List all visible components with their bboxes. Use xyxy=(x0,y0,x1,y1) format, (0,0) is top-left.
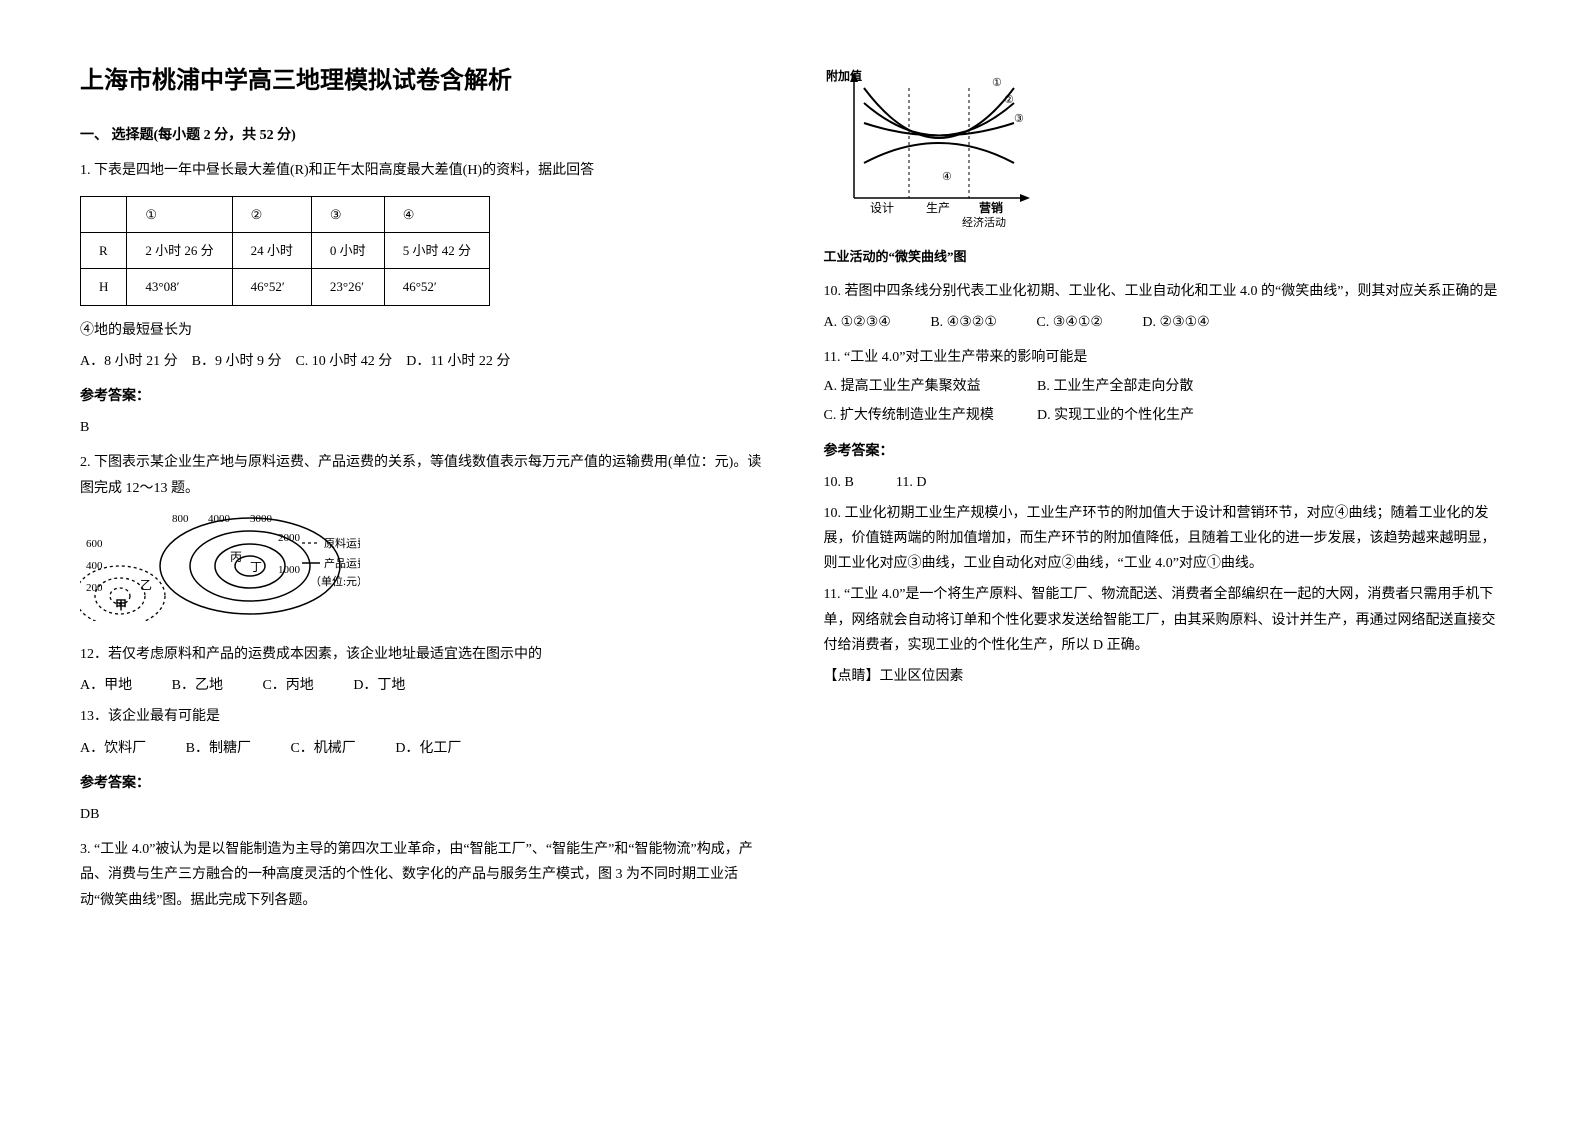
legend-unit: （单位:元） xyxy=(310,574,360,588)
tick-top: 4000 xyxy=(208,513,231,525)
curve-1: ① xyxy=(992,77,1002,89)
x-market: 营销 xyxy=(979,200,1003,215)
q1-options: A．8 小时 21 分 B．9 小时 9 分 C. 10 小时 42 分 D．1… xyxy=(80,349,764,374)
tick-right: 1000 xyxy=(278,564,301,576)
cell: 5 小时 42 分 xyxy=(384,232,489,268)
cell: 24 小时 xyxy=(232,232,311,268)
point-note: 【点睛】工业区位因素 xyxy=(824,664,1508,689)
q1-stem: 1. 下表是四地一年中昼长最大差值(R)和正午太阳高度最大差值(H)的资料，据此… xyxy=(80,158,764,183)
opt: C. ③④①② xyxy=(1036,310,1103,335)
tick-top: 3000 xyxy=(250,513,273,525)
opt: C．丙地 xyxy=(262,673,313,698)
q1-sub: ④地的最短昼长为 xyxy=(80,318,764,343)
cell: 46°52′ xyxy=(232,269,311,305)
opt: B. ④③②① xyxy=(930,310,997,335)
opt: D. 实现工业的个性化生产 xyxy=(1037,408,1194,423)
q11-row2: C. 扩大传统制造业生产规模 D. 实现工业的个性化生产 xyxy=(824,403,1508,428)
opt: B．制糖厂 xyxy=(186,736,251,761)
cell: 0 小时 xyxy=(311,232,384,268)
q2-answer: DB xyxy=(80,802,764,827)
x-produce: 生产 xyxy=(926,201,950,215)
question-3: 3. “工业 4.0”被认为是以智能制造为主导的第四次工业革命，由“智能工厂”、… xyxy=(80,837,764,913)
opt: B. 工业生产全部走向分散 xyxy=(1037,379,1193,394)
opt: D．化工厂 xyxy=(395,736,461,761)
question-1: 1. 下表是四地一年中昼长最大差值(R)和正午太阳高度最大差值(H)的资料，据此… xyxy=(80,158,764,440)
opt: A．甲地 xyxy=(80,673,132,698)
explanation-10: 10. 工业化初期工业生产规模小，工业生产环节的附加值大于设计和营销环节，对应④… xyxy=(824,501,1508,577)
smile-curve-chart: ① ② ③ ④ 附加值 设计 生产 营销 经济活动 xyxy=(824,68,1034,228)
curve-4: ④ xyxy=(942,171,952,183)
cell: ④ xyxy=(384,196,489,232)
opt: A. ①②③④ xyxy=(824,310,891,335)
cell: 2 小时 26 分 xyxy=(127,232,232,268)
q2-sub12: 12．若仅考虑原料和产品的运费成本因素，该企业地址最适宜选在图示中的 xyxy=(80,642,764,667)
q2-contour-chart: 600 400 200 800 4000 3000 2000 1000 甲 乙 … xyxy=(80,511,360,621)
q11-stem: 11. “工业 4.0”对工业生产带来的影响可能是 xyxy=(824,345,1508,370)
left-column: 上海市桃浦中学高三地理模拟试卷含解析 一、 选择题(每小题 2 分，共 52 分… xyxy=(80,60,764,1062)
cell: ② xyxy=(232,196,311,232)
page-title: 上海市桃浦中学高三地理模拟试卷含解析 xyxy=(80,60,764,103)
question-11: 11. “工业 4.0”对工业生产带来的影响可能是 A. 提高工业生产集聚效益 … xyxy=(824,345,1508,429)
table-row: H 43°08′ 46°52′ 23°26′ 46°52′ xyxy=(81,269,490,305)
point-ding: 丁 xyxy=(250,560,262,574)
cell: R xyxy=(81,232,127,268)
answer-label: 参考答案： xyxy=(80,771,764,796)
curve-3: ③ xyxy=(1014,113,1024,125)
cell: 46°52′ xyxy=(384,269,489,305)
opt: D. ②③①④ xyxy=(1142,310,1209,335)
section-1-title: 一、 选择题(每小题 2 分，共 52 分) xyxy=(80,123,764,148)
q1-table: ① ② ③ ④ R 2 小时 26 分 24 小时 0 小时 5 小时 42 分… xyxy=(80,196,490,306)
point-yi: 乙 xyxy=(140,578,152,592)
q2-stem: 2. 下图表示某企业生产地与原料运费、产品运费的关系，等值线数值表示每万元产值的… xyxy=(80,450,764,500)
legend-product: 产品运费 xyxy=(324,556,360,570)
legend-raw: 原料运费 xyxy=(324,536,360,550)
cell: 23°26′ xyxy=(311,269,384,305)
question-10: 10. 若图中四条线分别代表工业化初期、工业化、工业自动化和工业 4.0 的“微… xyxy=(824,279,1508,335)
explanation-11: 11. “工业 4.0”是一个将生产原料、智能工厂、物流配送、消费者全部编织在一… xyxy=(824,582,1508,658)
x-sub: 经济活动 xyxy=(962,215,1006,228)
table-row: R 2 小时 26 分 24 小时 0 小时 5 小时 42 分 xyxy=(81,232,490,268)
tick-top: 800 xyxy=(172,513,189,525)
q2-sub13: 13．该企业最有可能是 xyxy=(80,704,764,729)
q11-row1: A. 提高工业生产集聚效益 B. 工业生产全部走向分散 xyxy=(824,374,1508,399)
point-bing: 丙 xyxy=(230,550,242,564)
opt: D．丁地 xyxy=(353,673,405,698)
q10-stem: 10. 若图中四条线分别代表工业化初期、工业化、工业自动化和工业 4.0 的“微… xyxy=(824,279,1508,304)
cell: H xyxy=(81,269,127,305)
cell: ① xyxy=(127,196,232,232)
opt: C. 扩大传统制造业生产规模 xyxy=(824,403,1034,428)
question-2: 2. 下图表示某企业生产地与原料运费、产品运费的关系，等值线数值表示每万元产值的… xyxy=(80,450,764,827)
opt: B．乙地 xyxy=(172,673,223,698)
tick-left: 400 xyxy=(86,560,103,572)
answer-line: 10. B 11. D xyxy=(824,470,1508,495)
y-label: 附加值 xyxy=(826,68,862,83)
table-row: ① ② ③ ④ xyxy=(81,196,490,232)
cell: ③ xyxy=(311,196,384,232)
cell: 43°08′ xyxy=(127,269,232,305)
curve-2: ② xyxy=(1004,94,1014,106)
opt: A. 提高工业生产集聚效益 xyxy=(824,374,1034,399)
tick-left: 600 xyxy=(86,538,103,550)
tick-left: 200 xyxy=(86,582,103,594)
x-design: 设计 xyxy=(870,201,894,215)
right-column: ① ② ③ ④ 附加值 设计 生产 营销 经济活动 工业活动的“微笑曲线”图 1… xyxy=(824,60,1508,1062)
chart2-caption: 工业活动的“微笑曲线”图 xyxy=(824,245,1508,268)
q2-opts13: A．饮料厂 B．制糖厂 C．机械厂 D．化工厂 xyxy=(80,736,764,761)
opt: C．机械厂 xyxy=(290,736,355,761)
opt: A．饮料厂 xyxy=(80,736,146,761)
point-jia: 甲 xyxy=(115,598,127,612)
q10-options: A. ①②③④ B. ④③②① C. ③④①② D. ②③①④ xyxy=(824,310,1508,335)
q2-opts12: A．甲地 B．乙地 C．丙地 D．丁地 xyxy=(80,673,764,698)
cell xyxy=(81,196,127,232)
q1-answer: B xyxy=(80,415,764,440)
answer-label: 参考答案： xyxy=(824,439,1508,464)
q3-stem: 3. “工业 4.0”被认为是以智能制造为主导的第四次工业革命，由“智能工厂”、… xyxy=(80,837,764,913)
tick-right: 2000 xyxy=(278,532,301,544)
answer-label: 参考答案： xyxy=(80,384,764,409)
